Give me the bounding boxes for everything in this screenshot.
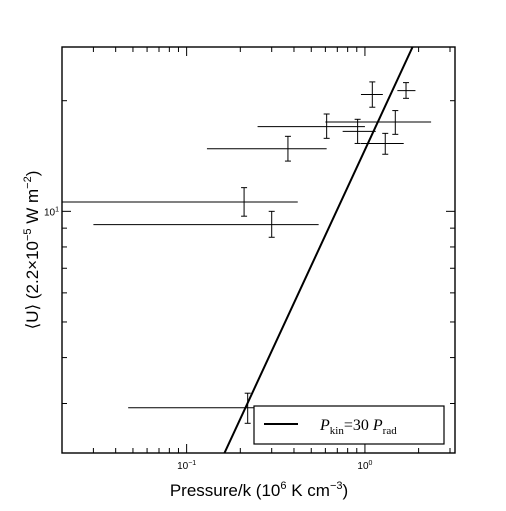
- data-point: [397, 82, 416, 99]
- x-tick-label: 100: [357, 460, 372, 472]
- data-series: [62, 81, 432, 424]
- data-point: [360, 81, 383, 108]
- data-point: [93, 210, 319, 238]
- legend-label: Pkin=30 Prad: [319, 417, 397, 437]
- data-point: [62, 187, 298, 217]
- data-point: [257, 113, 365, 139]
- y-axis-label: ⟨U⟩ (2.2×10−5 W m−2): [22, 171, 42, 330]
- x-tick-label: 10−1: [177, 460, 196, 472]
- model-line: [223, 47, 414, 453]
- legend: Pkin=30 Prad: [253, 405, 445, 445]
- data-point: [342, 118, 376, 144]
- x-axis-label: Pressure/k (106 K cm−3): [170, 480, 348, 500]
- data-point: [206, 135, 327, 162]
- plot-frame: [61, 46, 456, 454]
- y-tick-label: 101: [44, 206, 59, 218]
- tick-labels: 10−1 100 101: [44, 206, 373, 472]
- axis-ticks: [61, 47, 455, 453]
